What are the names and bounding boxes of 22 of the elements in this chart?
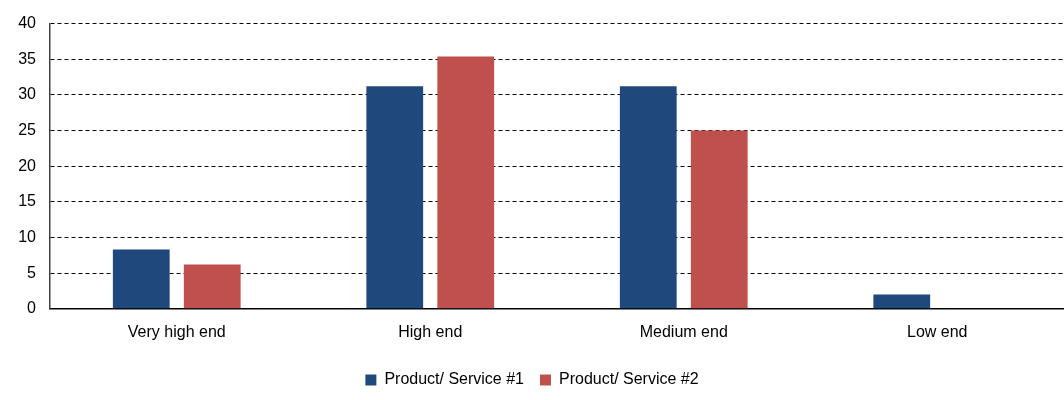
- y-tick-label: 40: [18, 14, 37, 32]
- bar: [690, 130, 748, 309]
- x-tick-label: Low end: [907, 322, 968, 340]
- y-tick-label: 15: [18, 192, 37, 210]
- bar: [366, 86, 424, 309]
- y-tick-label: 0: [27, 299, 37, 317]
- legend-label: Product/ Service #1: [384, 370, 525, 388]
- y-tick-label: 10: [18, 227, 37, 245]
- x-tick-label: Medium end: [639, 322, 728, 340]
- y-tick-label: 35: [18, 49, 37, 67]
- y-tick-label: 20: [18, 156, 37, 174]
- bar: [437, 56, 495, 309]
- bar: [112, 249, 170, 309]
- y-tick-label: 25: [18, 120, 37, 138]
- y-tick-label: 5: [27, 263, 37, 281]
- bar: [619, 86, 677, 309]
- x-tick-label: Very high end: [127, 322, 226, 340]
- bar: [183, 264, 241, 309]
- legend-label: Product/ Service #2: [559, 370, 699, 388]
- x-tick-label: High end: [398, 322, 463, 340]
- y-tick-label: 30: [18, 85, 37, 103]
- bar: [873, 294, 931, 309]
